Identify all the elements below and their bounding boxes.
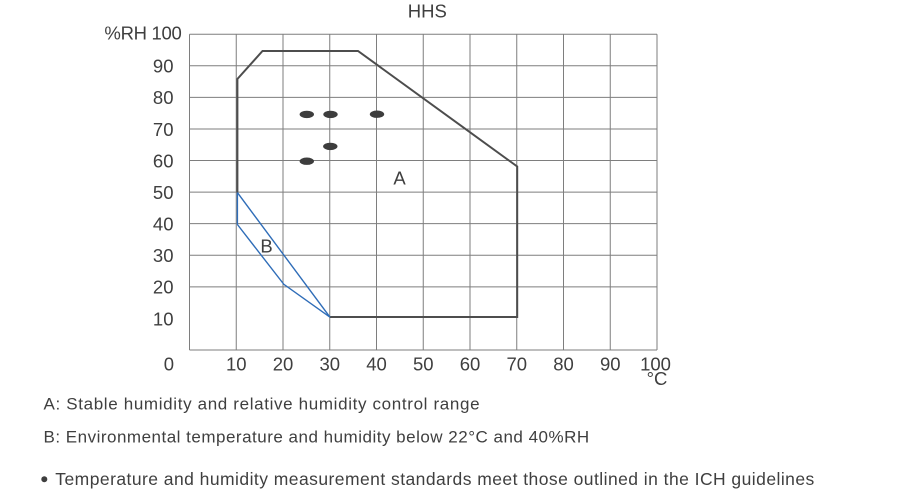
svg-text:%RH 100: %RH 100 (104, 22, 181, 43)
svg-text:80: 80 (153, 87, 174, 108)
svg-text:0: 0 (164, 354, 174, 375)
svg-text:20: 20 (153, 277, 174, 298)
svg-text:10: 10 (153, 308, 174, 329)
svg-text:B: Environmental temperature a: B: Environmental temperature and humidit… (44, 428, 590, 447)
svg-text:HHS: HHS (408, 0, 447, 21)
svg-text:40: 40 (366, 354, 387, 375)
svg-text:80: 80 (553, 354, 574, 375)
svg-text:50: 50 (153, 182, 174, 203)
svg-text:90: 90 (153, 56, 174, 77)
svg-text:70: 70 (507, 354, 528, 375)
svg-text:90: 90 (600, 354, 621, 375)
svg-text:°C: °C (647, 368, 668, 389)
svg-text:30: 30 (320, 354, 341, 375)
svg-text:70: 70 (153, 119, 174, 140)
svg-text:100: 100 (640, 354, 671, 375)
svg-text:30: 30 (153, 245, 174, 266)
svg-text:10: 10 (226, 354, 247, 375)
svg-text:60: 60 (460, 354, 481, 375)
svg-text:60: 60 (153, 150, 174, 171)
svg-text:B: B (260, 235, 272, 256)
svg-text:20: 20 (273, 354, 294, 375)
svg-text:40: 40 (153, 214, 174, 235)
svg-text:50: 50 (413, 354, 434, 375)
svg-text:Temperature and humidity measu: Temperature and humidity measurement sta… (55, 469, 814, 489)
svg-text:A: Stable humidity and relativ: A: Stable humidity and relative humidity… (44, 395, 481, 414)
svg-text:A: A (393, 167, 406, 188)
